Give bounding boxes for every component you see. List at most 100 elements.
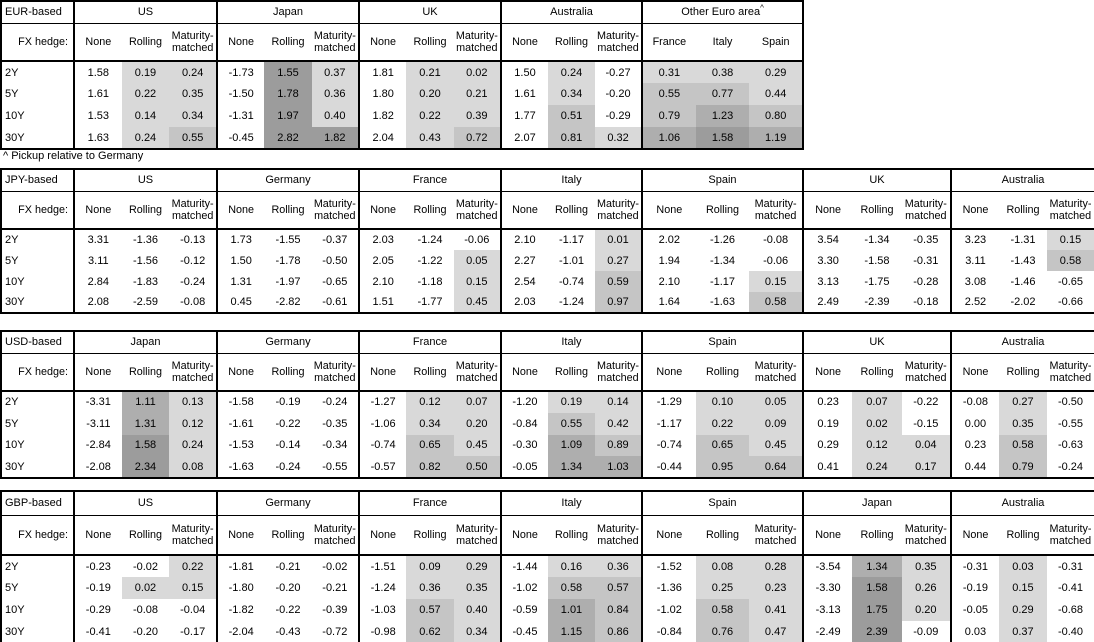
value-cell: 1.50 xyxy=(215,250,265,271)
value-cell: -0.06 xyxy=(453,229,501,250)
column-header: None xyxy=(641,515,696,556)
value-cell: 2.39 xyxy=(852,621,902,642)
maturity-label: 5Y xyxy=(5,88,19,100)
column-header: None xyxy=(499,353,548,392)
value-cell: -0.02 xyxy=(311,555,359,577)
country-header: Spain xyxy=(640,331,803,354)
column-header: None xyxy=(357,191,407,230)
value-cell: -0.43 xyxy=(264,621,312,642)
value-cell: 0.05 xyxy=(453,250,501,271)
column-header-row: FX hedge: None Rolling Maturity-matched None… xyxy=(1,353,1094,392)
value-cell: 0.58 xyxy=(749,292,803,313)
maturity-label: 30Y xyxy=(5,131,25,144)
value-cell: 0.03 xyxy=(949,621,999,642)
column-header: None xyxy=(215,353,265,392)
table-usd-based: USD-based Japan Germany France Italy Spain UK A… xyxy=(0,330,1094,479)
value-cell: 0.42 xyxy=(594,412,642,435)
value-cell: 0.95 xyxy=(695,456,750,478)
column-header-row: FX hedge: None Rolling Maturity-matched None… xyxy=(1,23,804,62)
column-header: Maturity-matched xyxy=(594,515,642,556)
country-header: France xyxy=(357,491,501,516)
value-cell: 0.65 xyxy=(695,434,750,457)
value-cell: 0.21 xyxy=(453,83,502,105)
value-cell: 0.22 xyxy=(695,412,750,435)
value-cell: 1.58 xyxy=(121,434,170,457)
value-cell: 2.54 xyxy=(499,271,548,292)
country-header: France xyxy=(357,331,501,354)
value-cell: 0.45 xyxy=(749,434,803,457)
value-cell: 1.82 xyxy=(357,105,407,127)
value-cell: 0.58 xyxy=(998,434,1047,457)
country-header: Australia xyxy=(949,169,1094,192)
value-cell: 0.20 xyxy=(453,412,501,435)
column-header: Rolling xyxy=(264,353,312,392)
value-cell: 0.26 xyxy=(901,577,951,599)
value-cell: 0.02 xyxy=(453,61,502,83)
column-header: Rolling xyxy=(547,191,595,230)
value-cell: 0.82 xyxy=(406,456,454,478)
column-header: Maturity-matched xyxy=(901,353,951,392)
value-cell: 0.25 xyxy=(695,577,750,599)
value-cell: 0.55 xyxy=(641,83,696,105)
column-header: Rolling xyxy=(998,515,1047,556)
value-cell: -3.11 xyxy=(73,412,122,435)
value-cell: -1.61 xyxy=(215,412,265,435)
value-cell: 1.78 xyxy=(264,83,312,105)
data-row: 10Y -2.84 1.58 0.24 -1.53 -0.14 -0.34 -0.74 0.65… xyxy=(1,434,1094,457)
value-cell: -1.83 xyxy=(121,271,170,292)
column-header: None xyxy=(801,515,853,556)
data-row: 5Y 3.11 -1.56 -0.12 1.50 -1.78 -0.50 2.05 -1.22 0… xyxy=(1,250,1094,271)
column-header: Maturity-matched xyxy=(169,515,217,556)
value-cell: -0.04 xyxy=(169,599,217,621)
value-cell: -0.20 xyxy=(264,577,312,599)
value-cell: 0.40 xyxy=(453,599,501,621)
value-cell: -0.06 xyxy=(749,250,803,271)
value-cell: 0.35 xyxy=(998,412,1047,435)
maturity-label: 2Y xyxy=(5,234,19,246)
value-cell: -3.30 xyxy=(801,577,853,599)
value-cell: 2.52 xyxy=(949,292,999,313)
value-cell: 0.34 xyxy=(406,412,454,435)
fx-hedge-label: FX hedge: xyxy=(1,353,74,392)
value-cell: -0.63 xyxy=(1046,434,1094,457)
column-header: None xyxy=(73,353,122,392)
value-cell: 0.00 xyxy=(949,412,999,435)
maturity-label: 10Y xyxy=(5,439,25,452)
value-cell: 0.17 xyxy=(901,456,951,478)
value-cell: -0.44 xyxy=(640,456,696,478)
value-cell: 0.79 xyxy=(641,105,696,127)
value-cell: 0.51 xyxy=(548,105,596,127)
value-cell: 0.62 xyxy=(406,621,454,642)
value-cell: -0.31 xyxy=(901,250,951,271)
column-header: Maturity-matched xyxy=(311,191,359,230)
value-cell: 1.77 xyxy=(500,105,549,127)
data-row: 10Y 2.84 -1.83 -0.24 1.31 -1.97 -0.65 2.10 -1.18… xyxy=(1,271,1094,292)
value-cell: 0.55 xyxy=(169,127,217,149)
value-cell: 0.15 xyxy=(749,271,803,292)
value-cell: 0.19 xyxy=(547,391,595,413)
data-row: 10Y -0.29 -0.08 -0.04 -1.82 -0.22 -0.39 -1.03 0.… xyxy=(1,599,1094,621)
footnote-marker: ^ xyxy=(760,3,764,13)
value-cell: 0.35 xyxy=(453,577,501,599)
value-cell: -0.23 xyxy=(73,555,122,577)
value-cell: 0.36 xyxy=(406,577,454,599)
value-cell: -0.13 xyxy=(169,229,217,250)
maturity-label: 10Y xyxy=(5,275,25,288)
value-cell: 1.53 xyxy=(73,105,122,127)
country-header: Japan xyxy=(216,1,359,24)
column-header: None xyxy=(949,515,999,556)
value-cell: 0.19 xyxy=(801,412,853,435)
column-header-row: FX hedge: None Rolling Maturity-matched None… xyxy=(1,515,1094,556)
maturity-label: 5Y xyxy=(5,417,19,430)
value-cell: 3.30 xyxy=(801,250,853,271)
maturity-label: 2Y xyxy=(5,560,19,573)
value-cell: -0.41 xyxy=(73,621,122,642)
value-cell: 0.50 xyxy=(453,456,501,478)
value-cell: -0.24 xyxy=(169,271,217,292)
value-cell: -0.84 xyxy=(499,412,548,435)
value-cell: 0.07 xyxy=(852,391,902,413)
base-currency-label: GBP-based xyxy=(1,491,74,516)
value-cell: 0.16 xyxy=(547,555,595,577)
value-cell: -1.24 xyxy=(406,229,454,250)
value-cell: -0.50 xyxy=(1046,391,1094,413)
